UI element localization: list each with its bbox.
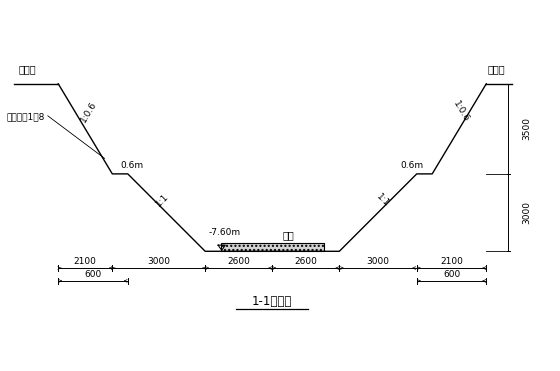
- Text: 2100: 2100: [440, 257, 463, 266]
- Bar: [221, 243, 324, 251]
- Text: 2600: 2600: [295, 257, 317, 266]
- Text: 2100: 2100: [74, 257, 97, 266]
- Text: 基础: 基础: [283, 230, 295, 240]
- Text: 1-1剖面图: 1-1剖面图: [252, 295, 292, 308]
- Text: -7.60m: -7.60m: [209, 228, 241, 237]
- Text: 3000: 3000: [367, 257, 390, 266]
- Text: 1:0.6: 1:0.6: [451, 99, 470, 124]
- Text: 600: 600: [443, 270, 460, 279]
- Text: 600: 600: [85, 270, 101, 279]
- Text: 0.6m: 0.6m: [401, 161, 424, 170]
- Text: 0.6m: 0.6m: [120, 161, 144, 170]
- Text: 3000: 3000: [522, 201, 531, 224]
- Text: 1:1: 1:1: [375, 192, 391, 209]
- Text: 1:1: 1:1: [153, 192, 170, 209]
- Text: 2600: 2600: [227, 257, 250, 266]
- Text: 原地面: 原地面: [18, 65, 36, 75]
- Text: 原地面: 原地面: [488, 65, 505, 75]
- Text: 坡道系数1：8: 坡道系数1：8: [7, 113, 45, 122]
- Text: 3500: 3500: [522, 117, 531, 140]
- Text: 3000: 3000: [147, 257, 170, 266]
- Text: 1:0.6: 1:0.6: [79, 99, 99, 124]
